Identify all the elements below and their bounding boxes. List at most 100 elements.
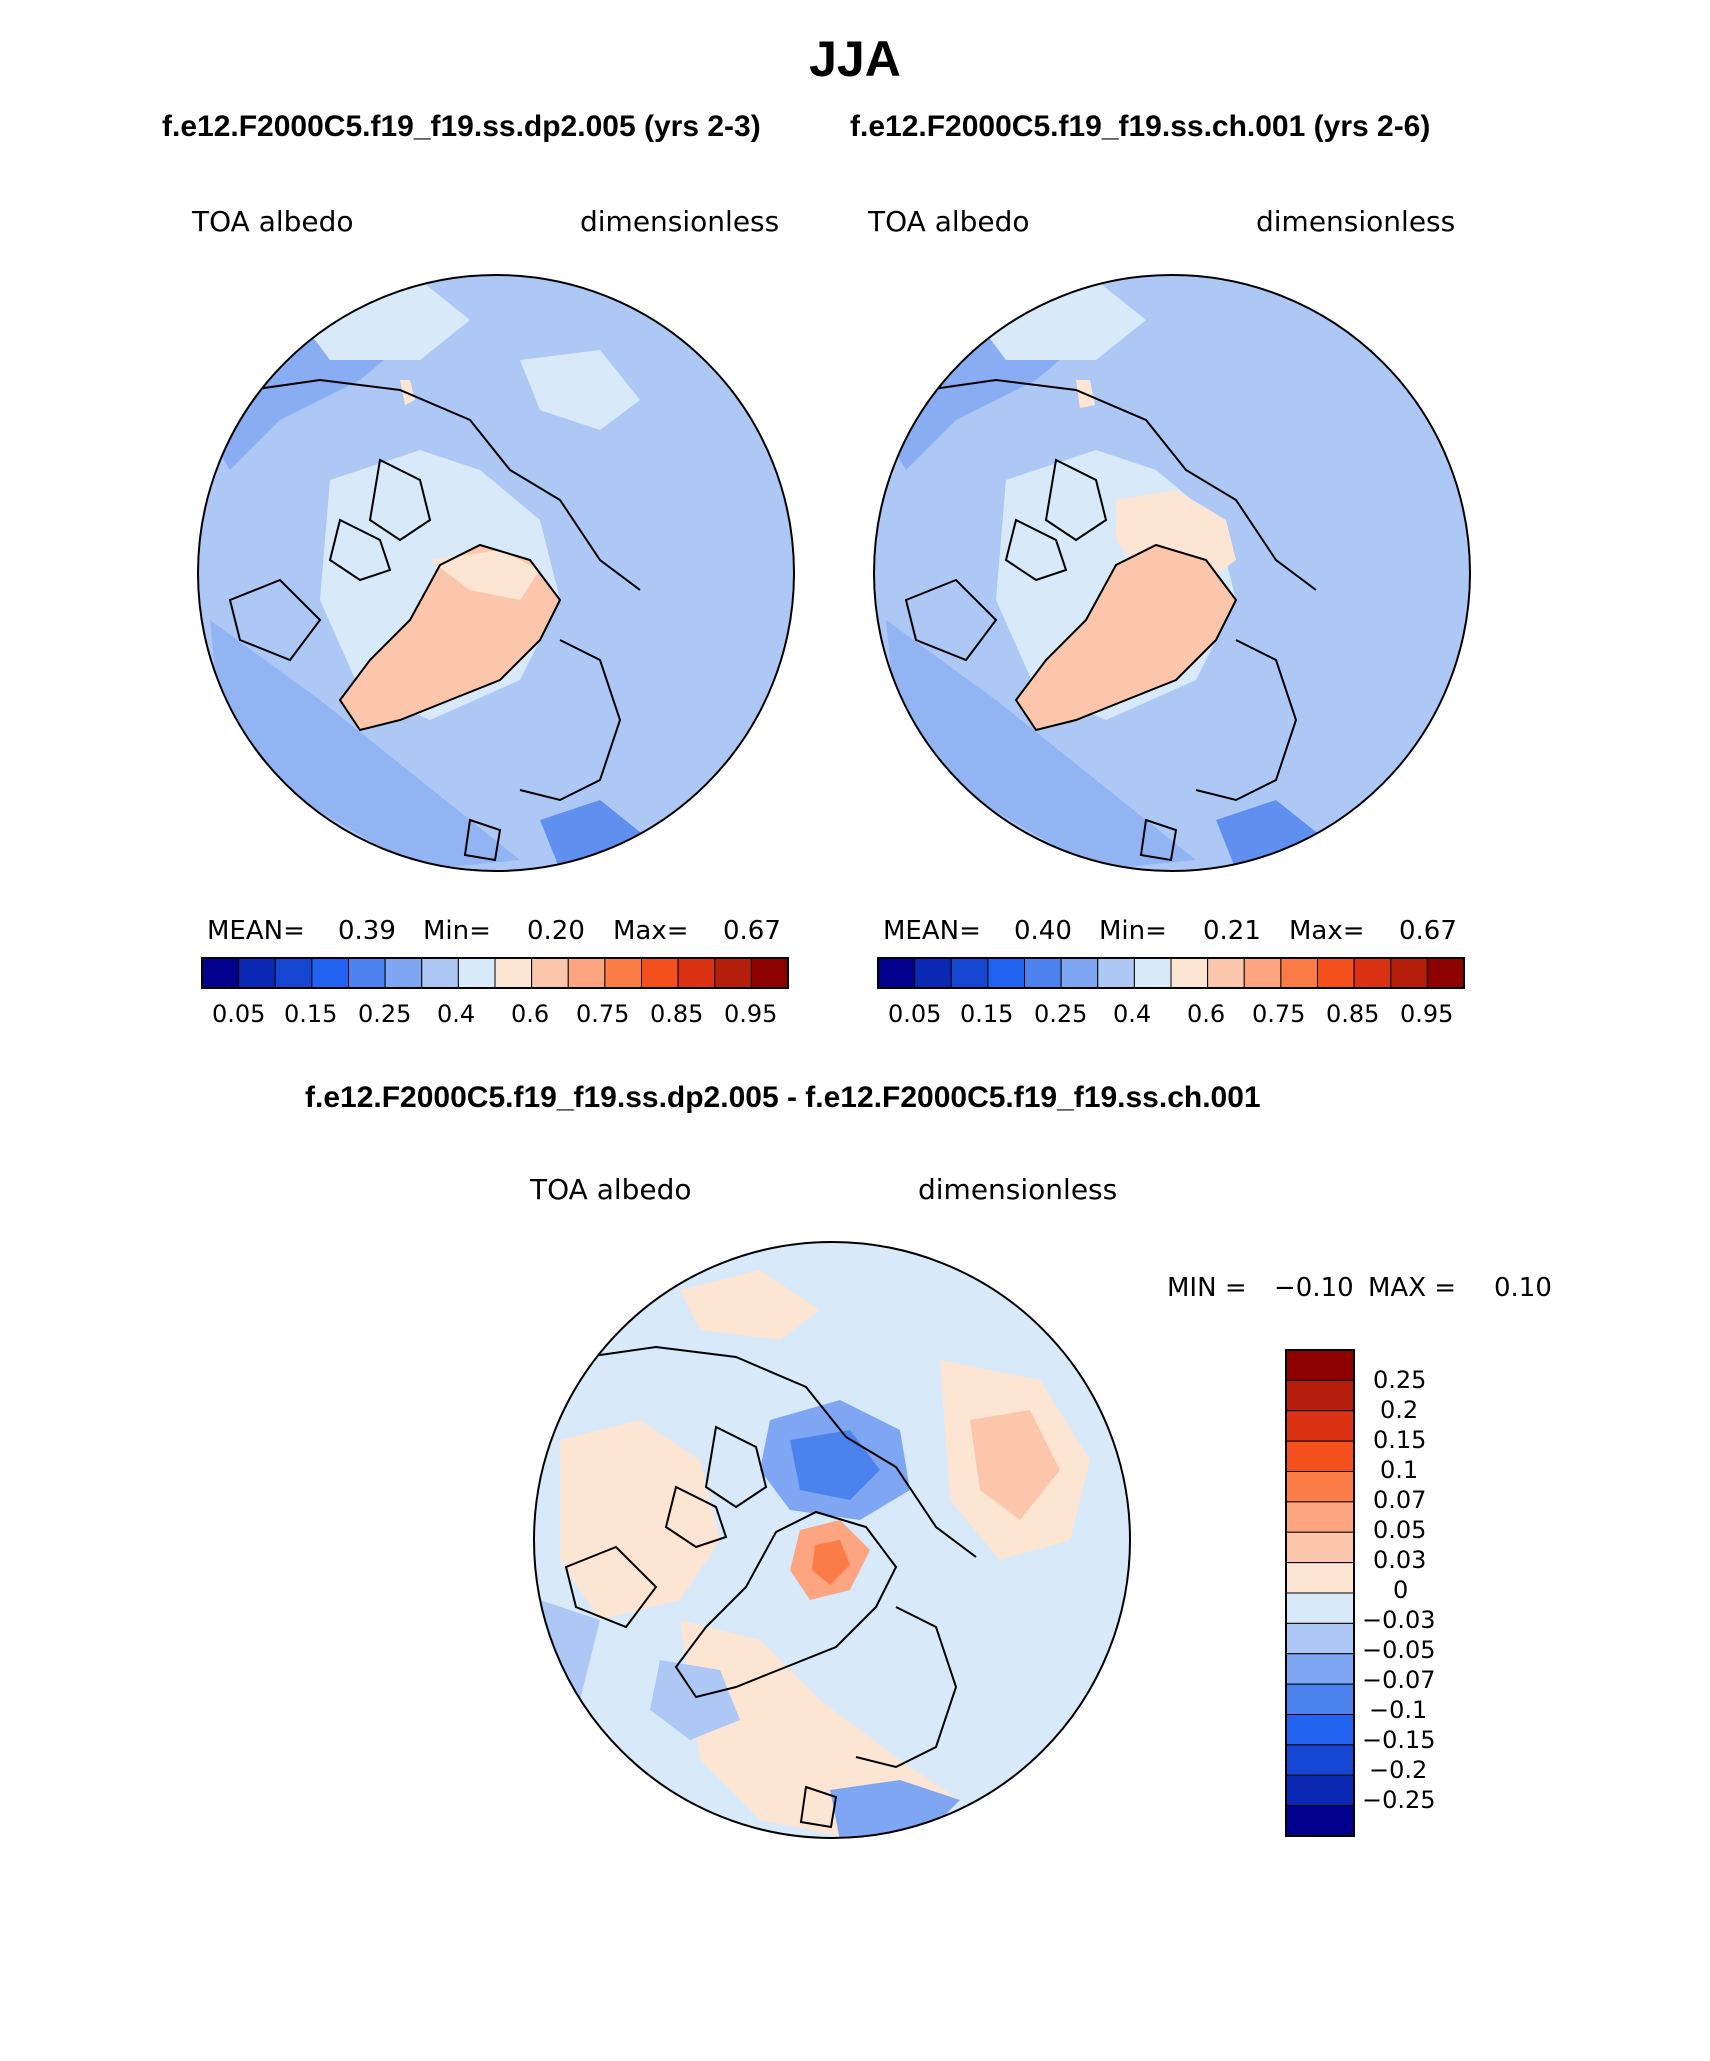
panel-1-cbar-tick: 0.95 bbox=[724, 1000, 778, 1028]
diff-min-value: −0.10 bbox=[1274, 1273, 1354, 1303]
panel-2-max-value: 0.67 bbox=[1399, 916, 1457, 946]
colorbar-swatch bbox=[1285, 1592, 1355, 1624]
colorbar-swatch bbox=[238, 957, 276, 989]
colorbar-swatch bbox=[914, 957, 952, 989]
diff-colorbar bbox=[1285, 1349, 1355, 1837]
colorbar-swatch bbox=[1285, 1622, 1355, 1655]
panel-2-mean-value: 0.40 bbox=[1014, 916, 1072, 946]
panel-1-cbar-tick: 0.75 bbox=[576, 1000, 630, 1028]
panel-1-mean-value: 0.39 bbox=[338, 916, 396, 946]
diff-cbar-tick: 0.07 bbox=[1373, 1486, 1427, 1514]
colorbar-swatch bbox=[274, 957, 313, 989]
diff-map bbox=[533, 1241, 1131, 1839]
panel-2-cbar-tick: 0.25 bbox=[1034, 1000, 1088, 1028]
colorbar-swatch bbox=[1285, 1562, 1355, 1594]
colorbar-swatch bbox=[1285, 1805, 1355, 1837]
diff-cbar-tick: −0.07 bbox=[1362, 1666, 1436, 1694]
panel-1-min-label: Min= bbox=[423, 916, 491, 946]
panel-1-variable-label: TOA albedo bbox=[192, 205, 354, 238]
panel-2-cbar-tick: 0.05 bbox=[888, 1000, 942, 1028]
colorbar-swatch bbox=[1207, 957, 1245, 989]
diff-title: f.e12.F2000C5.f19_f19.ss.dp2.005 - f.e12… bbox=[305, 1081, 1261, 1114]
panel-2-cbar-tick: 0.75 bbox=[1252, 1000, 1306, 1028]
diff-cbar-tick: −0.1 bbox=[1369, 1696, 1428, 1724]
panel-2-cbar-tick: 0.15 bbox=[960, 1000, 1014, 1028]
diff-cbar-tick: 0.2 bbox=[1380, 1396, 1419, 1424]
colorbar-swatch bbox=[1285, 1683, 1355, 1715]
panel-2-cbar-tick: 0.85 bbox=[1326, 1000, 1380, 1028]
colorbar-swatch bbox=[457, 957, 496, 989]
panel-1-cbar-tick: 0.05 bbox=[212, 1000, 266, 1028]
diff-cbar-tick: −0.05 bbox=[1362, 1636, 1436, 1664]
diff-cbar-tick: 0.03 bbox=[1373, 1546, 1427, 1574]
panel-1-min-value: 0.20 bbox=[527, 916, 585, 946]
colorbar-swatch bbox=[531, 957, 569, 989]
panel-2-cbar-tick: 0.95 bbox=[1400, 1000, 1454, 1028]
diff-cbar-tick: 0.15 bbox=[1373, 1426, 1427, 1454]
colorbar-swatch bbox=[1060, 957, 1099, 989]
diff-units-label: dimensionless bbox=[918, 1173, 1118, 1206]
colorbar-swatch bbox=[1285, 1714, 1355, 1746]
diff-cbar-tick: −0.25 bbox=[1362, 1786, 1436, 1814]
panel-2-mean-label: MEAN= bbox=[883, 916, 981, 946]
panel-2-cbar-tick: 0.6 bbox=[1187, 1000, 1226, 1028]
colorbar-swatch bbox=[714, 957, 752, 989]
colorbar-swatch bbox=[1133, 957, 1172, 989]
colorbar-swatch bbox=[641, 957, 679, 989]
panel-1-cbar-tick: 0.4 bbox=[437, 1000, 476, 1028]
panel-2-min-label: Min= bbox=[1099, 916, 1167, 946]
colorbar-swatch bbox=[1285, 1349, 1355, 1381]
colorbar-swatch bbox=[1285, 1471, 1355, 1503]
colorbar-swatch bbox=[1285, 1744, 1355, 1776]
panel-2-colorbar bbox=[877, 957, 1465, 989]
diff-min-label: MIN = bbox=[1167, 1273, 1247, 1303]
colorbar-swatch bbox=[1390, 957, 1428, 989]
diff-cbar-tick: −0.15 bbox=[1362, 1726, 1436, 1754]
colorbar-swatch bbox=[1317, 957, 1355, 989]
colorbar-swatch bbox=[1285, 1410, 1355, 1442]
colorbar-swatch bbox=[1285, 1531, 1355, 1564]
colorbar-swatch bbox=[1353, 957, 1392, 989]
colorbar-swatch bbox=[1426, 957, 1465, 989]
colorbar-swatch bbox=[348, 957, 386, 989]
diff-cbar-tick: −0.2 bbox=[1369, 1756, 1428, 1784]
colorbar-swatch bbox=[750, 957, 789, 989]
panel-1-colorbar bbox=[201, 957, 789, 989]
colorbar-outline bbox=[201, 957, 789, 989]
diff-variable-label: TOA albedo bbox=[530, 1173, 692, 1206]
colorbar-outline bbox=[877, 957, 1465, 989]
diff-cbar-tick: 0.1 bbox=[1380, 1456, 1419, 1484]
panel-1-map bbox=[197, 274, 795, 872]
panel-2-min-value: 0.21 bbox=[1203, 916, 1261, 946]
panel-1-max-label: Max= bbox=[613, 916, 689, 946]
panel-2-cbar-tick: 0.4 bbox=[1113, 1000, 1152, 1028]
colorbar-swatch bbox=[1285, 1774, 1355, 1807]
panel-1-cbar-tick: 0.15 bbox=[284, 1000, 338, 1028]
colorbar-swatch bbox=[987, 957, 1025, 989]
panel-1-units-label: dimensionless bbox=[580, 205, 780, 238]
panel-2-map bbox=[873, 274, 1471, 872]
panel-1-mean-label: MEAN= bbox=[207, 916, 305, 946]
colorbar-swatch bbox=[311, 957, 349, 989]
figure-title: JJA bbox=[809, 31, 901, 87]
diff-cbar-tick: −0.03 bbox=[1362, 1606, 1436, 1634]
panel-2-max-label: Max= bbox=[1289, 916, 1365, 946]
diff-cbar-tick: 0 bbox=[1393, 1576, 1409, 1604]
diff-cbar-tick: 0.05 bbox=[1373, 1516, 1427, 1544]
panel-2-variable-label: TOA albedo bbox=[868, 205, 1030, 238]
panel-2-units-label: dimensionless bbox=[1256, 205, 1456, 238]
colorbar-swatch bbox=[421, 957, 459, 989]
colorbar-swatch bbox=[1243, 957, 1282, 989]
panel-1-cbar-tick: 0.85 bbox=[650, 1000, 704, 1028]
diff-max-label: MAX = bbox=[1368, 1273, 1457, 1303]
colorbar-outline bbox=[1285, 1349, 1355, 1837]
colorbar-swatch bbox=[1170, 957, 1209, 989]
panel-1-cbar-tick: 0.6 bbox=[511, 1000, 550, 1028]
colorbar-swatch bbox=[1097, 957, 1135, 989]
panel-1-case-title: f.e12.F2000C5.f19_f19.ss.dp2.005 (yrs 2-… bbox=[162, 110, 761, 143]
colorbar-swatch bbox=[877, 957, 916, 989]
colorbar-swatch bbox=[1285, 1501, 1355, 1533]
panel-2-case-title: f.e12.F2000C5.f19_f19.ss.ch.001 (yrs 2-6… bbox=[850, 110, 1431, 143]
panel-1-max-value: 0.67 bbox=[723, 916, 781, 946]
